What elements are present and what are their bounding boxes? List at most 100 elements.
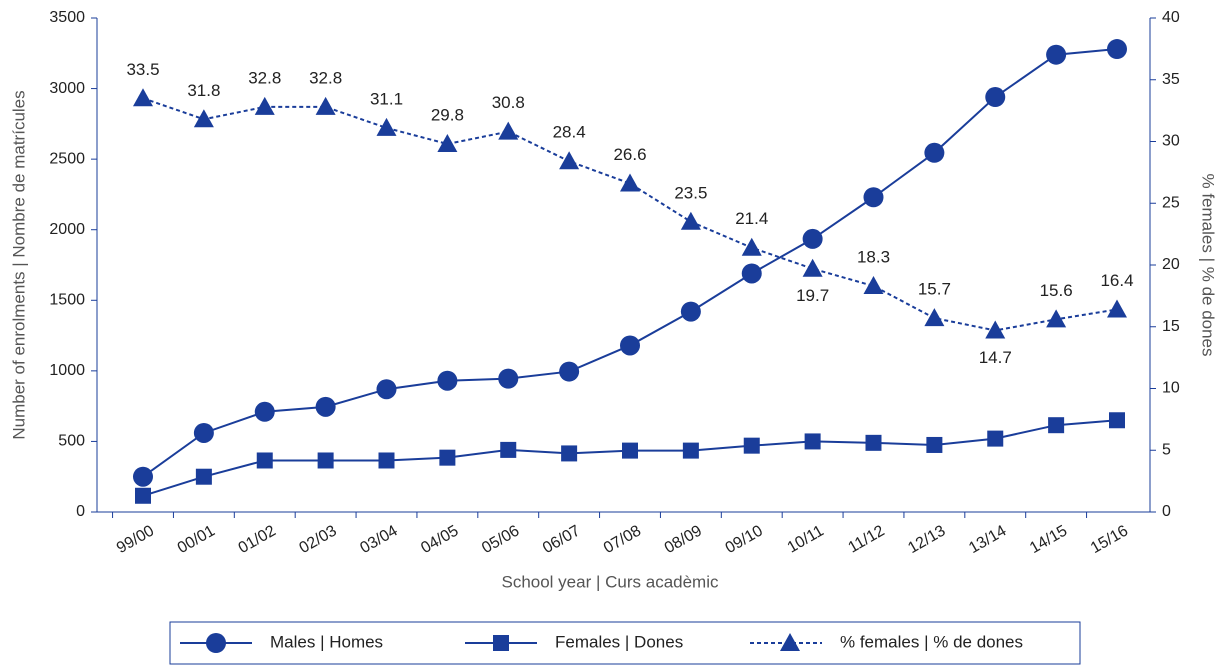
x-tick-label: 15/16 — [1088, 522, 1131, 557]
data-label: 33.5 — [126, 60, 159, 79]
data-point — [863, 275, 884, 294]
data-point — [680, 301, 701, 322]
data-point — [498, 121, 519, 140]
data-label: 15.6 — [1040, 281, 1073, 300]
data-point — [559, 151, 580, 170]
data-point — [1048, 417, 1065, 434]
data-point — [254, 96, 275, 115]
data-point — [802, 258, 823, 277]
x-tick-label: 06/07 — [540, 522, 583, 557]
data-point — [926, 436, 943, 453]
data-label: 19.7 — [796, 286, 829, 305]
y-tick-label: 0 — [76, 503, 85, 520]
data-point — [437, 133, 458, 152]
data-point — [622, 442, 638, 459]
data-point — [1109, 412, 1125, 429]
data-point — [804, 433, 821, 450]
series-line — [142, 97, 1118, 332]
data-point — [620, 335, 640, 356]
data-point — [315, 96, 336, 115]
y-tick-label: 3000 — [49, 80, 85, 97]
y-tick-label: 2500 — [49, 150, 85, 167]
data-point — [195, 468, 212, 485]
data-point — [865, 434, 882, 451]
data-point — [863, 187, 884, 208]
data-point — [378, 452, 395, 469]
data-point — [743, 437, 760, 454]
y2-tick-label: 30 — [1162, 133, 1180, 150]
x-axis-title: School year | Curs acadèmic — [501, 572, 719, 591]
y2-tick-label: 35 — [1162, 71, 1180, 88]
data-point — [741, 237, 762, 256]
legend-marker — [780, 633, 800, 651]
x-tick-label: 99/00 — [114, 522, 157, 557]
data-point — [987, 430, 1004, 447]
data-point — [376, 117, 397, 136]
data-point — [559, 361, 580, 382]
data-point — [317, 452, 334, 469]
y2-tick-label: 15 — [1162, 318, 1180, 335]
y2-tick-label: 0 — [1162, 503, 1171, 520]
data-point — [680, 211, 701, 230]
y-tick-label: 500 — [58, 433, 85, 450]
legend-label: Males | Homes — [270, 632, 383, 651]
data-label: 15.7 — [918, 280, 951, 299]
x-tick-label: 02/03 — [297, 522, 340, 557]
x-tick-label: 14/15 — [1027, 522, 1070, 557]
data-point — [924, 142, 945, 163]
x-tick-label: 05/06 — [479, 522, 522, 557]
y-tick-label: 1500 — [49, 292, 85, 309]
data-point — [498, 368, 519, 389]
x-tick-label: 04/05 — [418, 522, 461, 557]
data-point — [135, 487, 151, 504]
data-point — [1046, 44, 1067, 65]
data-point — [193, 422, 214, 443]
legend-label: % females | % de dones — [840, 632, 1023, 651]
y2-tick-label: 10 — [1162, 380, 1180, 397]
y-tick-label: 2000 — [49, 221, 85, 238]
legend-marker — [206, 633, 226, 653]
data-point — [133, 466, 153, 487]
data-label: 16.4 — [1100, 271, 1133, 290]
data-point — [193, 109, 214, 128]
data-point — [1046, 309, 1067, 328]
data-point — [315, 396, 336, 417]
data-label: 29.8 — [431, 105, 464, 124]
legend-marker — [493, 635, 509, 651]
x-tick-label: 11/12 — [845, 522, 887, 556]
x-tick-label: 13/14 — [966, 522, 1009, 557]
x-tick-label: 10/11 — [785, 522, 827, 556]
data-label: 21.4 — [735, 209, 768, 228]
legend-label: Females | Dones — [555, 632, 683, 651]
data-point — [439, 449, 456, 466]
data-point — [1107, 299, 1127, 318]
data-label: 31.1 — [370, 89, 403, 108]
series-line — [142, 48, 1118, 478]
x-tick-label: 12/13 — [905, 522, 948, 557]
data-label: 18.3 — [857, 247, 890, 266]
y2-tick-label: 5 — [1162, 441, 1171, 458]
y2-tick-label: 40 — [1162, 9, 1180, 26]
data-label: 30.8 — [492, 93, 525, 112]
data-point — [376, 379, 397, 400]
y2-tick-label: 20 — [1162, 256, 1180, 273]
data-label: 26.6 — [613, 145, 646, 164]
data-point — [254, 401, 275, 422]
data-label: 32.8 — [248, 68, 281, 87]
data-point — [256, 452, 273, 469]
data-label: 14.7 — [979, 348, 1012, 367]
data-point — [985, 87, 1006, 108]
y-axis-title: Number of enrolments | Nombre de matrícu… — [9, 90, 28, 439]
x-tick-label: 07/08 — [601, 522, 644, 557]
x-tick-label: 03/04 — [357, 522, 400, 557]
data-point — [682, 442, 699, 459]
x-tick-label: 08/09 — [662, 522, 705, 557]
x-tick-label: 01/02 — [236, 522, 279, 557]
y-tick-label: 1000 — [49, 362, 85, 379]
x-tick-label: 09/10 — [723, 522, 766, 557]
data-point — [500, 441, 517, 458]
data-point — [985, 320, 1006, 339]
data-point — [437, 370, 458, 391]
data-label: 31.8 — [187, 81, 220, 100]
